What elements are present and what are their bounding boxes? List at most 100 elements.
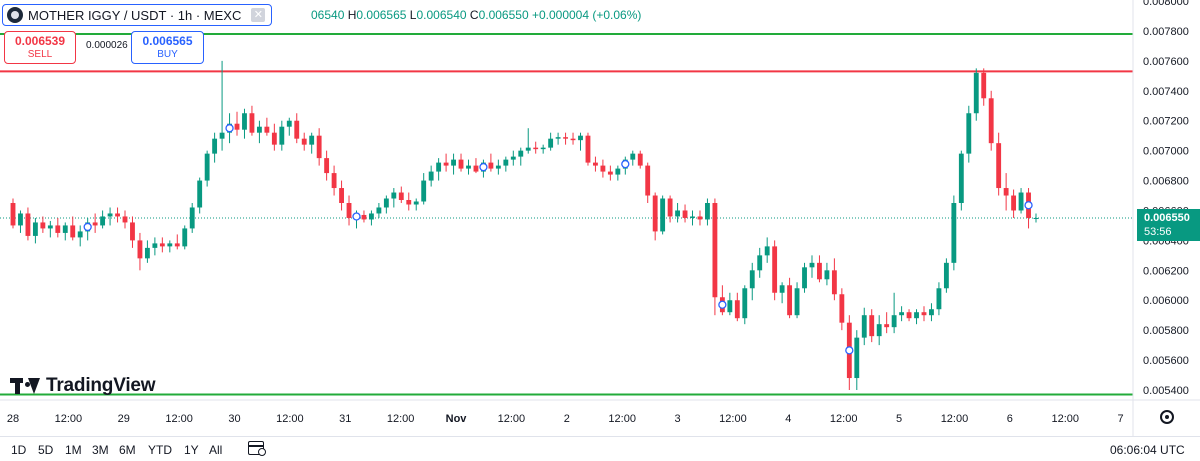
candle bbox=[376, 203, 382, 218]
sell-button[interactable]: 0.006539 SELL bbox=[4, 31, 76, 64]
settings-gear-icon[interactable] bbox=[1160, 410, 1174, 424]
candle-body bbox=[533, 147, 539, 150]
candle-body bbox=[563, 137, 568, 139]
price-tick-label: 0.007200 bbox=[1143, 116, 1189, 128]
candle-body bbox=[861, 315, 867, 338]
timeframe-all[interactable]: All bbox=[209, 443, 223, 457]
candle bbox=[869, 309, 875, 343]
candle bbox=[32, 217, 38, 244]
time-tick-label: 12:00 bbox=[55, 413, 83, 425]
candle bbox=[697, 210, 703, 226]
candle bbox=[10, 198, 16, 229]
timeframe-1m[interactable]: 1M bbox=[65, 443, 82, 457]
ohlc-high: 0.006565 bbox=[356, 8, 407, 22]
candle-body bbox=[988, 98, 994, 144]
candle-body bbox=[712, 203, 718, 298]
candle-body bbox=[242, 113, 247, 130]
price-chart[interactable]: 0.005400 0.005600 0.005800 0.006000 0.006200… bbox=[0, 0, 1200, 436]
candle bbox=[958, 150, 964, 211]
candle bbox=[854, 330, 860, 390]
symbol-selector[interactable]: MOTHER IGGY / USDT · 1h · MEXC ✕ bbox=[2, 4, 273, 26]
candle-body bbox=[122, 216, 128, 223]
candle-body bbox=[25, 213, 31, 236]
timeframe-ytd[interactable]: YTD bbox=[148, 443, 172, 457]
candle bbox=[861, 307, 867, 346]
candle-body bbox=[1033, 217, 1039, 219]
candle-body bbox=[331, 173, 337, 189]
candle bbox=[361, 210, 367, 223]
candle bbox=[174, 234, 180, 250]
timeframe-3m[interactable]: 3M bbox=[92, 443, 109, 457]
candle-body bbox=[705, 203, 710, 220]
candle-body bbox=[637, 153, 643, 166]
buy-button[interactable]: 0.006565 BUY bbox=[131, 31, 204, 64]
ohlc-change: +0.000004 (+0.06%) bbox=[531, 8, 642, 22]
price-axis[interactable]: 0.005400 0.005600 0.005800 0.006000 0.006200… bbox=[1132, 0, 1189, 436]
candle-body bbox=[570, 138, 576, 141]
candle bbox=[630, 150, 636, 166]
candle-body bbox=[324, 158, 330, 174]
calendar-range-icon[interactable] bbox=[248, 441, 266, 456]
candle-body bbox=[376, 207, 382, 214]
clock-utc[interactable]: 06:06:04 UTC bbox=[1110, 443, 1185, 457]
candle-body bbox=[413, 201, 419, 205]
candle bbox=[675, 203, 681, 223]
timeframe-1d[interactable]: 1D bbox=[11, 443, 27, 457]
candle-body bbox=[884, 324, 890, 328]
candle-body bbox=[92, 222, 98, 226]
candle-body bbox=[167, 243, 173, 247]
candle bbox=[936, 282, 942, 316]
candle bbox=[645, 162, 651, 203]
time-axis[interactable]: 28 12:00 29 12:00 30 12:00 31 12:00 Nov 12:00 2 12:… bbox=[0, 399, 1200, 425]
candle bbox=[130, 216, 135, 248]
candle bbox=[107, 207, 113, 226]
trade-marker bbox=[718, 300, 727, 309]
bottom-toolbar: 1D 5D 1M 3M 6M YTD 1Y All 06:06:04 UTC bbox=[0, 436, 1200, 461]
candle-body bbox=[10, 203, 16, 226]
bar-countdown: 53:56 bbox=[1144, 226, 1172, 238]
candle bbox=[996, 132, 1002, 196]
candle-body bbox=[212, 138, 218, 154]
candle bbox=[421, 173, 427, 205]
candle-body bbox=[660, 198, 666, 232]
close-icon[interactable]: ✕ bbox=[251, 8, 266, 22]
candle-body bbox=[488, 162, 494, 169]
candle bbox=[488, 153, 494, 172]
buy-price: 0.006565 bbox=[142, 34, 193, 48]
candle-body bbox=[32, 222, 38, 236]
ohlc-open: 06540 bbox=[311, 8, 345, 22]
candle-body bbox=[973, 72, 979, 114]
candle bbox=[712, 198, 718, 316]
price-tick-label: 0.007400 bbox=[1143, 86, 1189, 98]
ohlc-low: 0.006540 bbox=[416, 8, 467, 22]
candle-body bbox=[1011, 195, 1017, 211]
candle bbox=[742, 285, 748, 325]
candle bbox=[122, 210, 128, 229]
candle-body bbox=[817, 262, 822, 280]
candle-body bbox=[876, 324, 882, 337]
candle-body bbox=[510, 156, 516, 160]
candle bbox=[1011, 189, 1017, 218]
candle-body bbox=[548, 138, 554, 148]
candle bbox=[772, 240, 778, 301]
candle-body bbox=[839, 294, 845, 323]
candle bbox=[70, 216, 76, 241]
candle-body bbox=[144, 247, 150, 259]
candle-body bbox=[585, 135, 591, 163]
candle bbox=[413, 198, 419, 211]
candle bbox=[966, 105, 972, 163]
price-tick-label: 0.007600 bbox=[1143, 56, 1189, 68]
candle bbox=[309, 132, 315, 154]
candle bbox=[406, 192, 412, 211]
candle bbox=[256, 120, 262, 144]
time-tick-label: 30 bbox=[228, 413, 240, 425]
timeframe-1y[interactable]: 1Y bbox=[184, 443, 199, 457]
timeframe-5d[interactable]: 5D bbox=[38, 443, 54, 457]
candle-body bbox=[981, 72, 987, 99]
time-tick-label: Nov bbox=[446, 413, 468, 425]
candle-body bbox=[55, 225, 61, 233]
timeframe-6m[interactable]: 6M bbox=[119, 443, 136, 457]
candle-body bbox=[137, 240, 143, 259]
candle bbox=[570, 132, 576, 145]
price-tick-label: 0.005400 bbox=[1143, 385, 1189, 397]
